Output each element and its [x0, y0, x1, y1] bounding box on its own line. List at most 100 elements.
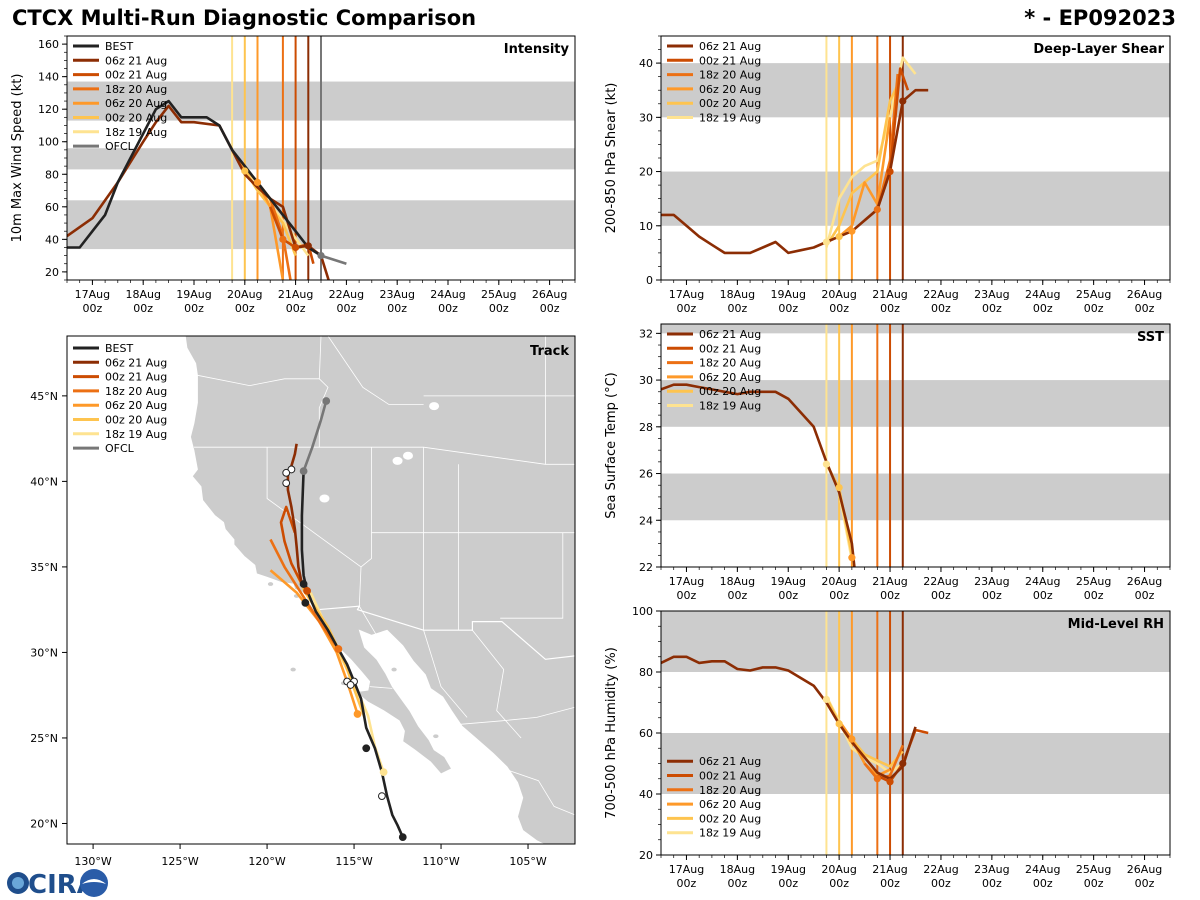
rh-legend-label-18z-20-aug: 18z 20 Aug	[699, 784, 761, 797]
rh-marker-00z-21-aug	[886, 778, 894, 786]
sst-xtick-label-day: 20Aug	[821, 575, 856, 588]
intensity-ytick-label: 80	[45, 168, 59, 181]
shear-ytick-label: 40	[639, 57, 653, 70]
sst-legend-label-18z-19-aug: 18z 19 Aug	[699, 400, 761, 413]
sst-ylabel: Sea Surface Temp (°C)	[604, 372, 619, 519]
shear-xtick-label-hour: 00z	[1135, 302, 1155, 315]
intensity-ytick-label: 120	[38, 103, 59, 116]
track-ytick-label: 25°N	[30, 732, 58, 745]
sst-xtick-label-day: 25Aug	[1076, 575, 1111, 588]
sst-xtick-label-hour: 00z	[1033, 589, 1053, 602]
intensity-legend-label-18z-20-aug: 18z 20 Aug	[105, 83, 167, 96]
rh-legend-label-18z-19-aug: 18z 19 Aug	[699, 827, 761, 840]
rh-xtick-label-day: 25Aug	[1076, 863, 1111, 876]
state-border-14	[472, 629, 522, 739]
rh-band-1	[661, 611, 1170, 672]
track-point-best	[398, 833, 407, 842]
storm-id: * - EP092023	[1024, 6, 1176, 30]
shear-xtick-label-hour: 00z	[931, 302, 951, 315]
rh-xtick-label-hour: 00z	[880, 877, 900, 890]
shear-xtick-label-hour: 00z	[1084, 302, 1104, 315]
shear-series-06z-21-aug	[661, 88, 929, 255]
sst-ytick-label: 26	[639, 468, 653, 481]
state-border-10	[500, 532, 564, 619]
rh-legend-label-00z-20-aug: 00z 20 Aug	[699, 812, 761, 825]
intensity-xtick-label-hour: 00z	[489, 302, 509, 315]
rh-marker-06z-21-aug	[899, 759, 907, 768]
sst-legend-label-00z-20-aug: 00z 20 Aug	[699, 385, 761, 398]
rh-xtick-label-day: 20Aug	[821, 863, 856, 876]
rh-xtick-label-day: 24Aug	[1025, 863, 1060, 876]
intensity-legend-label-00z-21-aug: 00z 21 Aug	[105, 69, 167, 82]
lake-1	[402, 451, 413, 460]
shear-xtick-label-day: 22Aug	[923, 288, 958, 301]
rh-ytick-label: 40	[639, 788, 653, 801]
figure-title: CTCX Multi-Run Diagnostic Comparison	[12, 6, 477, 30]
intensity-ytick-label: 160	[38, 38, 59, 51]
sst-xtick-label-hour: 00z	[982, 589, 1002, 602]
sst-xtick-label-hour: 00z	[727, 589, 747, 602]
shear-marker-00z-21-aug	[886, 167, 894, 176]
track-xtick-label: 115°W	[335, 855, 372, 868]
track-ytick-label: 35°N	[30, 561, 58, 574]
intensity-ylabel: 10m Max Wind Speed (kt)	[10, 74, 25, 243]
rh-xtick-label-day: 19Aug	[771, 863, 806, 876]
rh-ytick-label: 20	[639, 849, 653, 862]
intensity-legend-label-18z-19-aug: 18z 19 Aug	[105, 126, 167, 139]
shear-marker-18z-19-aug	[822, 238, 831, 246]
shear-legend-label-00z-20-aug: 00z 20 Aug	[699, 97, 761, 110]
rh-xtick-label-hour: 00z	[727, 877, 747, 890]
sst-xtick-label-hour: 00z	[1084, 589, 1104, 602]
track-xtick-label: 120°W	[248, 855, 285, 868]
sst-band-1	[661, 380, 1170, 427]
rh-xtick-label-hour: 00z	[1033, 877, 1053, 890]
rh-xtick-label-day: 21Aug	[872, 863, 907, 876]
rh-band-0	[661, 733, 1170, 794]
shear-chart: 01020304017Aug00z18Aug00z19Aug00z20Aug00…	[604, 35, 1171, 315]
sst-xtick-label-hour: 00z	[1135, 589, 1155, 602]
intensity-legend-label-00z-20-aug: 00z 20 Aug	[105, 112, 167, 125]
shear-marker-18z-20-aug	[873, 205, 881, 214]
rh-series-18z-20-aug	[863, 744, 904, 781]
intensity-marker-06z-21-aug	[304, 242, 312, 250]
track-point-ofcl	[299, 467, 308, 476]
shear-ytick-label: 10	[639, 220, 653, 233]
shear-legend-label-18z-19-aug: 18z 19 Aug	[699, 112, 761, 125]
rh-ytick-label: 100	[632, 605, 653, 618]
track-map-area	[67, 336, 575, 844]
state-border-3	[360, 447, 372, 568]
shear-marker-00z-20-aug	[835, 233, 843, 241]
island-5	[432, 733, 440, 739]
island-2	[267, 581, 274, 587]
rh-xtick-label-hour: 00z	[778, 877, 798, 890]
shear-xtick-label-hour: 00z	[1033, 302, 1053, 315]
track-legend-label-00z-20-aug: 00z 20 Aug	[105, 414, 167, 427]
shear-legend-label-06z-20-aug: 06z 20 Aug	[699, 83, 761, 96]
sst-marker-00z-20-aug	[835, 483, 843, 492]
rh-xtick-label-day: 23Aug	[974, 863, 1009, 876]
rh-xtick-label-hour: 00z	[829, 877, 849, 890]
rh-xtick-label-hour: 00z	[677, 877, 697, 890]
intensity-series-best	[67, 99, 322, 257]
shear-xtick-label-day: 18Aug	[720, 288, 755, 301]
intensity-chart: 2040608010012014016017Aug00z18Aug00z19Au…	[10, 35, 576, 315]
rh-title: Mid-Level RH	[1068, 617, 1164, 632]
sst-ytick-label: 24	[639, 514, 653, 527]
intensity-marker-18z-20-aug	[279, 235, 287, 243]
sst-series-06z-21-aug	[661, 383, 856, 567]
intensity-xtick-label-hour: 00z	[286, 302, 306, 315]
sst-legend-label-06z-20-aug: 06z 20 Aug	[699, 371, 761, 384]
shear-ytick-label: 20	[639, 166, 653, 179]
shear-marker-06z-21-aug	[899, 97, 907, 105]
rh-xtick-label-hour: 00z	[1135, 877, 1155, 890]
rh-marker-18z-19-aug	[822, 695, 831, 704]
sst-ytick-label: 28	[639, 421, 653, 434]
rh-ylabel: 700-500 hPa Humidity (%)	[604, 647, 619, 819]
track-legend-label-18z-20-aug: 18z 20 Aug	[105, 385, 167, 398]
shear-ytick-label: 0	[646, 274, 653, 287]
sst-marker-18z-19-aug	[822, 460, 831, 468]
track-ytick-label: 20°N	[30, 817, 58, 830]
shear-xtick-label-hour: 00z	[727, 302, 747, 315]
track-ytick-label: 40°N	[30, 475, 58, 488]
